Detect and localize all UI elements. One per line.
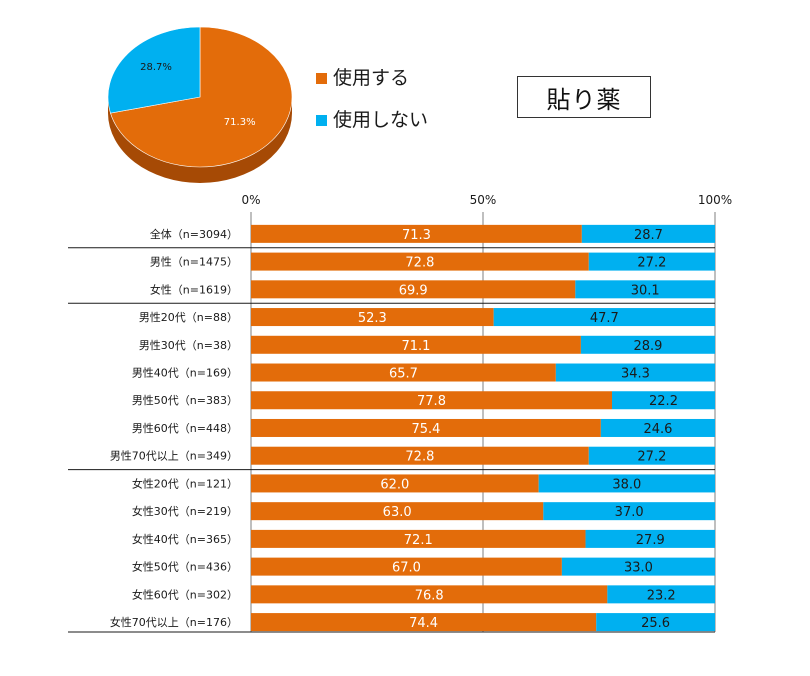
category-label: 男性（n=1475）	[150, 255, 238, 269]
bar-notuse-value: 34.3	[621, 367, 650, 382]
pie-label-notuse: 28.7%	[140, 62, 172, 73]
pie-slice-use	[110, 26, 293, 168]
category-label: 女性40代（n=365）	[132, 532, 238, 546]
x-tick-label: 50%	[470, 193, 497, 207]
bar-use	[251, 446, 589, 465]
legend-label-notuse: 使用しない	[333, 109, 428, 131]
bar-notuse-value: 47.7	[590, 311, 619, 326]
bar-notuse	[611, 391, 715, 410]
category-label: 女性60代（n=302）	[132, 587, 238, 601]
category-label: 男性50代（n=383）	[132, 393, 238, 407]
bar-use-value: 71.1	[401, 339, 430, 354]
bar-notuse	[588, 252, 715, 271]
x-tick-label: 0%	[241, 193, 260, 207]
bar-notuse-value: 22.2	[649, 394, 678, 409]
category-badge: 貼り薬	[517, 76, 651, 118]
category-label: 女性（n=1619）	[150, 282, 238, 296]
bar-notuse-value: 27.2	[637, 450, 666, 465]
category-label: 男性40代（n=169）	[132, 366, 238, 380]
bar-use-value: 72.8	[405, 256, 434, 271]
bar-notuse-value: 28.9	[633, 339, 662, 354]
bar-use-value: 76.8	[415, 588, 444, 603]
category-label: 男性60代（n=448）	[132, 421, 238, 435]
bar-notuse-value: 24.6	[643, 422, 672, 437]
category-label: 女性50代（n=436）	[132, 560, 238, 574]
category-label: 女性30代（n=219）	[132, 504, 238, 518]
bar-notuse	[600, 418, 715, 437]
bar-notuse	[543, 502, 715, 521]
bar-notuse-value: 27.2	[637, 256, 666, 271]
bar-notuse-value: 27.9	[636, 533, 665, 548]
bar-use-value: 62.0	[380, 477, 409, 492]
bar-use	[251, 308, 494, 327]
bar-use-value: 67.0	[392, 561, 421, 576]
bar-use	[251, 502, 544, 521]
legend-swatch-use	[316, 73, 327, 84]
category-label: 全体（n=3094）	[150, 227, 238, 241]
bar-use-value: 72.1	[404, 533, 433, 548]
category-label: 男性30代（n=38）	[139, 338, 238, 352]
bar-use	[251, 557, 562, 576]
category-label: 男性20代（n=88）	[139, 310, 238, 324]
bar-use-value: 72.8	[405, 450, 434, 465]
category-label: 男性70代以上（n=349）	[110, 449, 238, 463]
bar-use-value: 52.3	[358, 311, 387, 326]
bar-notuse	[581, 224, 715, 243]
bar-use	[251, 418, 601, 437]
bar-notuse-value: 25.6	[641, 616, 670, 631]
bar-notuse	[538, 474, 715, 493]
bar-use	[251, 529, 586, 548]
bar-notuse-value: 37.0	[615, 505, 644, 520]
bar-use	[251, 474, 539, 493]
bar-use-value: 71.3	[402, 228, 431, 243]
legend-label-use: 使用する	[333, 67, 409, 89]
bar-notuse	[596, 613, 715, 632]
legend-swatch-notuse	[316, 115, 327, 126]
pie-label-use: 71.3%	[224, 117, 256, 128]
pie-slice-notuse	[107, 26, 201, 114]
bar-notuse	[580, 335, 715, 354]
bar-use-value: 69.9	[399, 283, 428, 298]
bar-use-value: 75.4	[411, 422, 440, 437]
bar-notuse	[555, 363, 715, 382]
bar-use-value: 77.8	[417, 394, 446, 409]
category-label: 女性20代（n=121）	[132, 476, 238, 490]
x-tick-label: 100%	[698, 193, 732, 207]
bar-use	[251, 280, 576, 299]
bar-notuse	[607, 585, 715, 604]
bar-use	[251, 224, 582, 243]
bar-notuse-value: 33.0	[624, 561, 653, 576]
bar-use	[251, 252, 589, 271]
bar-notuse-value: 23.2	[647, 588, 676, 603]
bar-notuse	[493, 308, 715, 327]
category-label: 女性70代以上（n=176）	[110, 615, 238, 629]
bar-use	[251, 585, 608, 604]
bar-notuse-value: 28.7	[634, 228, 663, 243]
bar-use	[251, 391, 612, 410]
bar-use	[251, 335, 581, 354]
bar-notuse-value: 38.0	[612, 477, 641, 492]
bar-notuse	[588, 446, 715, 465]
bar-use	[251, 613, 597, 632]
pie-side-wall	[108, 97, 292, 183]
bar-notuse	[585, 529, 715, 548]
bar-notuse	[575, 280, 715, 299]
bar-notuse	[561, 557, 715, 576]
bar-use-value: 63.0	[383, 505, 412, 520]
bar-notuse-value: 30.1	[631, 283, 660, 298]
bar-use-value: 74.4	[409, 616, 438, 631]
bar-use-value: 65.7	[389, 367, 418, 382]
bar-use	[251, 363, 556, 382]
